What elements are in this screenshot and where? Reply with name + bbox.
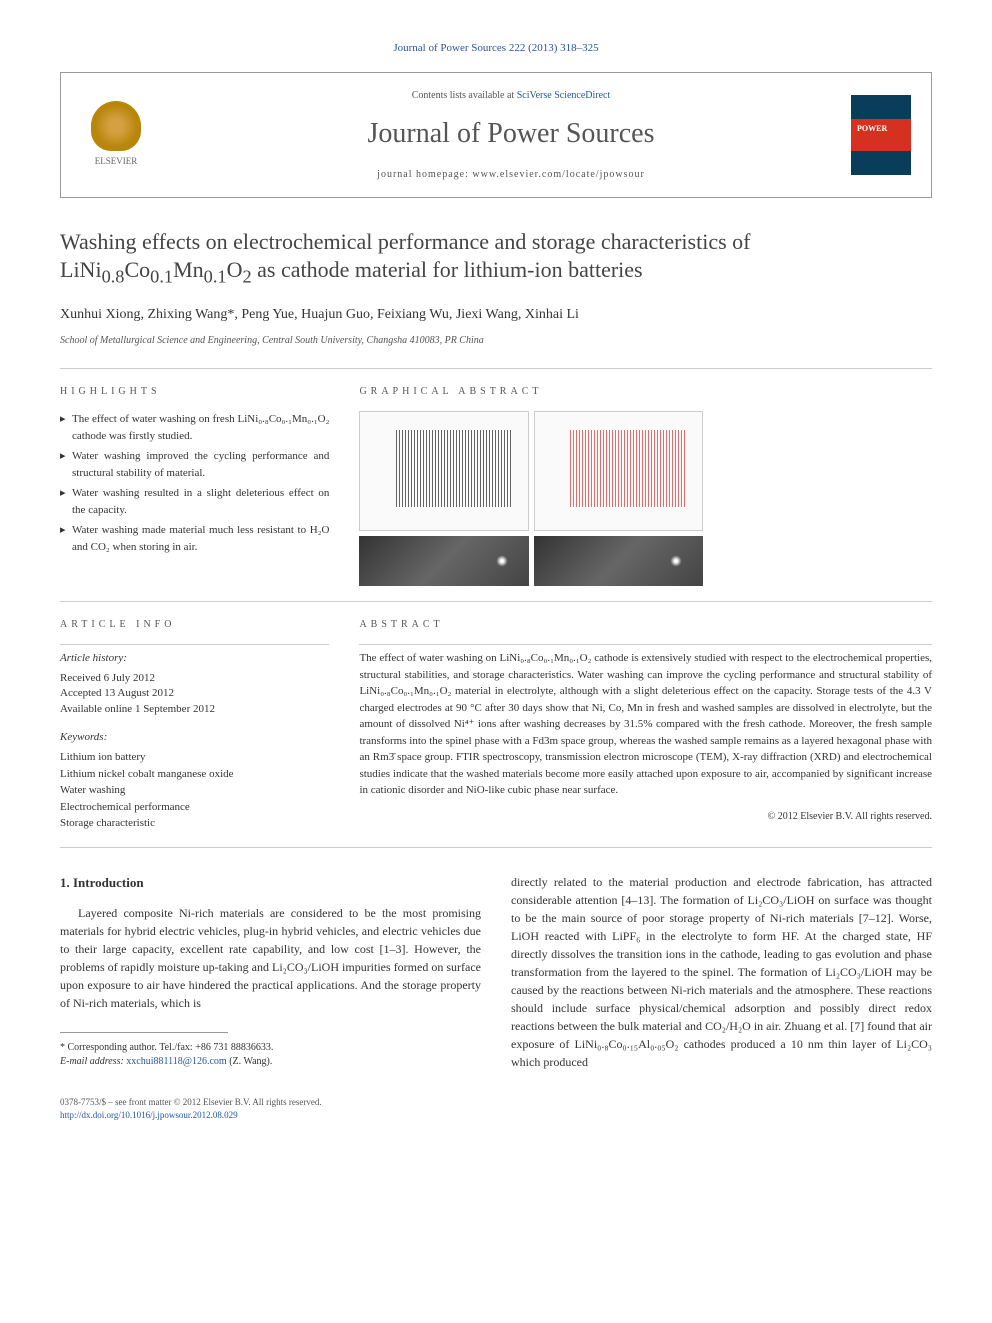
keyword: Electrochemical performance bbox=[60, 799, 329, 816]
homepage-pre: journal homepage: bbox=[377, 169, 472, 180]
graphical-abstract bbox=[359, 411, 703, 531]
keyword: Storage characteristic bbox=[60, 815, 329, 832]
received-date: Received 6 July 2012 bbox=[60, 671, 329, 686]
abstract-label: ABSTRACT bbox=[359, 617, 932, 632]
sciencedirect-link[interactable]: SciVerse ScienceDirect bbox=[517, 90, 611, 101]
highlights-label: HIGHLIGHTS bbox=[60, 384, 329, 399]
history-label: Article history: bbox=[60, 650, 329, 667]
highlight-item: Water washing improved the cycling perfo… bbox=[60, 448, 329, 481]
divider bbox=[60, 847, 932, 848]
body-paragraph: directly related to the material product… bbox=[511, 873, 932, 1071]
divider bbox=[60, 644, 329, 645]
affiliation: School of Metallurgical Science and Engi… bbox=[60, 333, 932, 348]
highlights-list: The effect of water washing on fresh LiN… bbox=[60, 411, 329, 555]
email-footnote: E-mail address: xxchui881118@126.com (Z.… bbox=[60, 1055, 481, 1069]
doi-link[interactable]: http://dx.doi.org/10.1016/j.jpowsour.201… bbox=[60, 1110, 238, 1120]
keyword: Lithium nickel cobalt manganese oxide bbox=[60, 766, 329, 783]
body-paragraph: Layered composite Ni-rich materials are … bbox=[60, 904, 481, 1012]
title-text: as cathode material for lithium-ion batt… bbox=[252, 257, 643, 282]
divider bbox=[359, 644, 932, 645]
ga-chart-fresh bbox=[359, 411, 528, 531]
abstract-text: The effect of water washing on LiNi₀.₈Co… bbox=[359, 650, 932, 799]
highlight-item: Water washing resulted in a slight delet… bbox=[60, 485, 329, 518]
ga-tem-image bbox=[534, 536, 703, 586]
keyword: Water washing bbox=[60, 782, 329, 799]
homepage-url[interactable]: www.elsevier.com/locate/jpowsour bbox=[472, 169, 644, 180]
journal-cover-thumbnail bbox=[851, 95, 911, 175]
page-footer: 0378-7753/$ – see front matter © 2012 El… bbox=[60, 1096, 932, 1123]
contents-pre: Contents lists available at bbox=[412, 90, 517, 101]
title-text: Mn bbox=[173, 257, 204, 282]
divider bbox=[60, 601, 932, 602]
journal-header: ELSEVIER Contents lists available at Sci… bbox=[60, 72, 932, 198]
title-text: Co bbox=[124, 257, 150, 282]
elsevier-text: ELSEVIER bbox=[95, 155, 138, 169]
homepage-line: journal homepage: www.elsevier.com/locat… bbox=[171, 167, 851, 182]
accepted-date: Accepted 13 August 2012 bbox=[60, 686, 329, 701]
article-title: Washing effects on electrochemical perfo… bbox=[60, 228, 932, 290]
intro-heading: 1. Introduction bbox=[60, 873, 481, 893]
journal-citation: Journal of Power Sources 222 (2013) 318–… bbox=[60, 40, 932, 57]
issn-line: 0378-7753/$ – see front matter © 2012 El… bbox=[60, 1096, 932, 1110]
elsevier-tree-icon bbox=[91, 101, 141, 151]
footnote-separator bbox=[60, 1032, 228, 1033]
keywords-list: Lithium ion battery Lithium nickel cobal… bbox=[60, 749, 329, 832]
email-label: E-mail address: bbox=[60, 1056, 126, 1067]
ga-tem-image bbox=[359, 536, 528, 586]
email-suffix: (Z. Wang). bbox=[227, 1056, 273, 1067]
authors: Xunhui Xiong, Zhixing Wang*, Peng Yue, H… bbox=[60, 304, 932, 325]
ga-image-row bbox=[359, 536, 703, 586]
title-sub: 2 bbox=[242, 266, 251, 286]
email-link[interactable]: xxchui881118@126.com bbox=[126, 1056, 226, 1067]
keywords-label: Keywords: bbox=[60, 729, 329, 746]
contents-line: Contents lists available at SciVerse Sci… bbox=[171, 88, 851, 103]
title-text: O bbox=[227, 257, 243, 282]
divider bbox=[60, 368, 932, 369]
journal-name: Journal of Power Sources bbox=[171, 113, 851, 155]
keyword: Lithium ion battery bbox=[60, 749, 329, 766]
ga-chart-washed bbox=[534, 411, 703, 531]
online-date: Available online 1 September 2012 bbox=[60, 702, 329, 717]
title-sub: 0.8 bbox=[102, 266, 125, 286]
highlight-item: The effect of water washing on fresh LiN… bbox=[60, 411, 329, 444]
highlight-item: Water washing made material much less re… bbox=[60, 522, 329, 555]
corresponding-author: * Corresponding author. Tel./fax: +86 73… bbox=[60, 1041, 481, 1055]
graphical-abstract-label: GRAPHICAL ABSTRACT bbox=[359, 384, 932, 399]
article-info-label: ARTICLE INFO bbox=[60, 617, 329, 632]
title-sub: 0.1 bbox=[204, 266, 227, 286]
title-sub: 0.1 bbox=[150, 266, 173, 286]
elsevier-logo: ELSEVIER bbox=[81, 95, 151, 175]
abstract-copyright: © 2012 Elsevier B.V. All rights reserved… bbox=[359, 809, 932, 824]
